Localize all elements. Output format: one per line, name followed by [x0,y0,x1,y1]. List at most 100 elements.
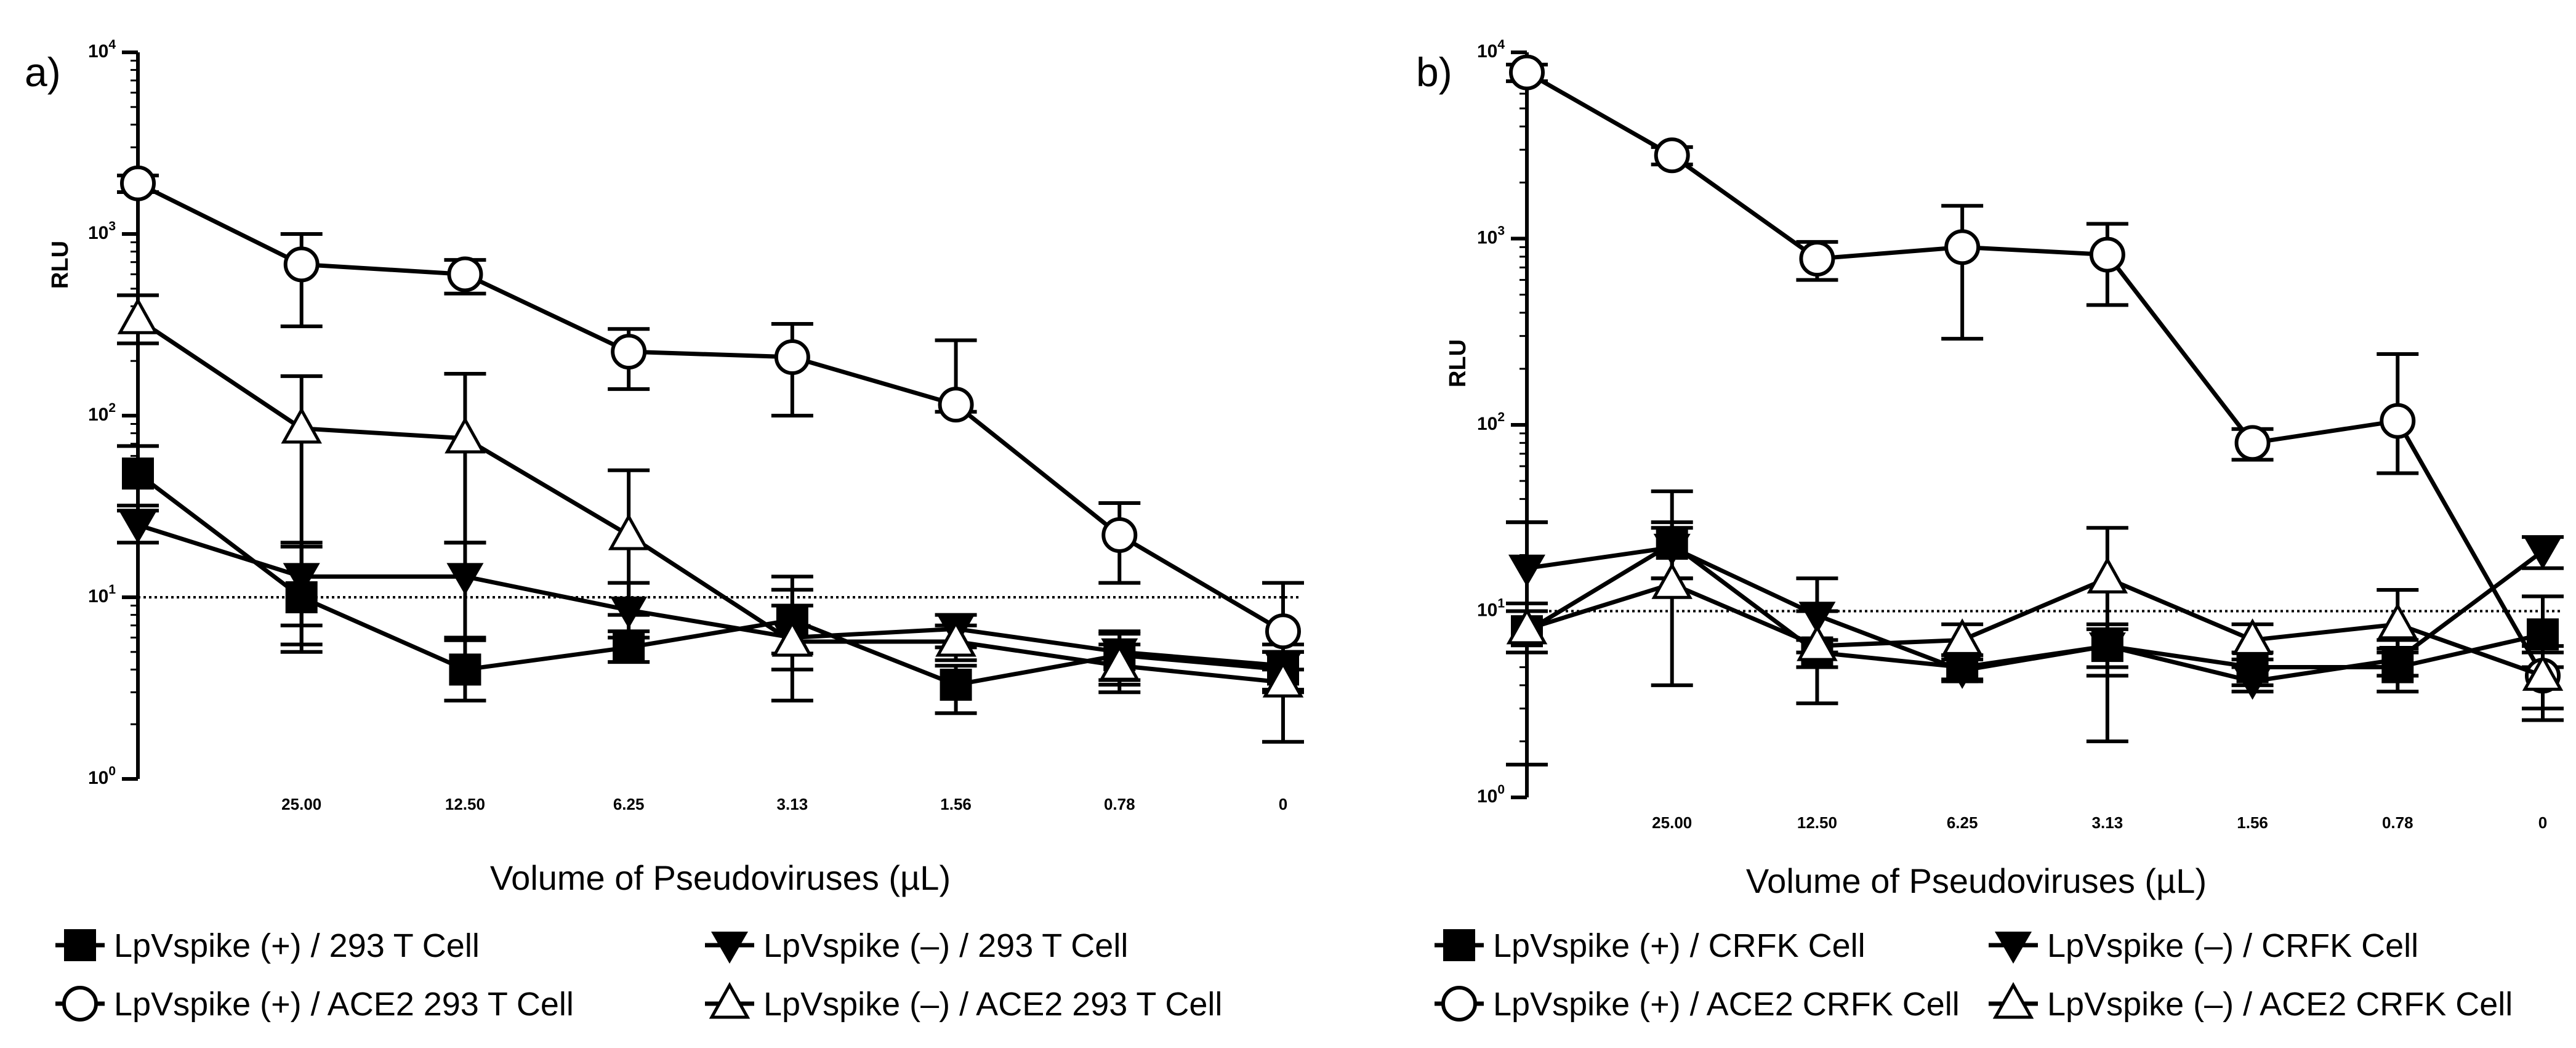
data-point [608,513,650,550]
x-tick-label: 1.56 [940,795,972,813]
x-tick-label: 12.50 [445,795,485,813]
legend-item: LpVspike (–) / ACE2 CRFK Cell [1989,981,2513,1023]
x-tick-label: 12.50 [1797,813,1837,832]
data-point [1654,137,1690,174]
x-axis-label: Volume of Pseudoviruses (µL) [1746,861,2207,900]
x-tick-label: 25.00 [1652,813,1692,832]
data-point [1797,624,1838,661]
series-b-0 [1506,520,2564,767]
data-point [447,256,483,292]
data-point [445,416,486,454]
x-tick-label: 1.56 [2237,813,2268,832]
legend-label: LpVspike (+) / ACE2 293 T Cell [114,986,574,1023]
legend-marker [709,981,751,1019]
y-tick-label: 100 [1477,783,1505,807]
series-b-3 [1506,526,2564,743]
y-tick-label: 103 [1477,224,1505,248]
series-a-3 [117,293,1304,744]
legend-marker [1441,986,1477,1022]
legend-label: LpVspike (+) / 293 T Cell [114,927,480,964]
data-point [1799,241,1835,277]
y-axis-label: RLU [47,241,73,289]
series-a-2 [117,165,1304,672]
legend-b: LpVspike (+) / CRFK Cell LpVspike (–) / C… [1435,927,2513,1023]
data-point [2089,236,2125,273]
data-point [1651,562,1693,599]
data-point [1101,517,1138,553]
data-point [283,246,320,283]
x-tick-label: 0 [2538,813,2547,832]
x-tick-label: 0 [1279,795,1287,813]
legend-marker [1992,981,2034,1019]
x-tick-label: 3.13 [777,795,808,813]
legend-marker [1443,929,1475,961]
legend-item: LpVspike (–) / CRFK Cell [1989,927,2418,964]
legend-marker [711,932,748,964]
legend-label: LpVspike (+) / CRFK Cell [1493,927,1866,964]
panel-label: b) [1416,49,1452,95]
data-point [940,669,972,701]
series-line [137,181,1284,634]
y-tick-label: 101 [1477,597,1505,621]
data-point [2087,557,2128,594]
y-tick-label: 104 [1477,38,1505,62]
legend-item: LpVspike (+) / ACE2 CRFK Cell [1435,986,1960,1023]
legend-item: LpVspike (+) / CRFK Cell [1435,927,1866,964]
y-tick-label: 104 [88,38,116,62]
data-point [1508,554,1545,587]
data-point [2380,403,2416,439]
legend-label: LpVspike (–) / CRFK Cell [2047,927,2418,964]
legend-marker [62,986,98,1022]
data-point [2234,667,2271,700]
data-point [1099,644,1140,681]
legend-marker [1995,932,2032,964]
legend-a: LpVspike (+) / 293 T Cell LpVspike (–) / … [55,927,1222,1023]
data-point [1506,607,1548,645]
data-point [2232,618,2273,655]
y-tick-label: 100 [88,764,116,788]
series-line [137,317,1284,685]
data-point [935,619,976,657]
series-line [1526,576,2544,678]
x-tick-label: 0.78 [2382,813,2413,832]
data-point [611,334,647,370]
data-point [1944,656,1981,689]
x-axis-label: Volume of Pseudoviruses (µL) [490,858,951,897]
data-point [2522,654,2564,691]
x-tick-label: 0.78 [1104,795,1135,813]
data-point [117,297,159,334]
data-point [774,339,810,375]
legend-item: LpVspike (+) / ACE2 293 T Cell [55,986,574,1023]
data-point [449,653,481,686]
panel-label: a) [25,49,61,95]
data-point [1509,54,1545,91]
panel-b: b) 100 101 102 103 104 RLU 25.00 12.50 6.25 3.13 1.… [1416,38,2564,1023]
series-line [1526,70,2545,677]
data-point [119,511,156,544]
y-tick-label: 102 [1477,410,1505,434]
data-point [2377,602,2418,640]
data-point [1941,618,1983,655]
y-tick-label: 101 [88,582,116,607]
legend-item: LpVspike (+) / 293 T Cell [55,927,480,964]
y-tick-label: 103 [88,219,116,243]
legend-marker [64,929,96,961]
legend-label: LpVspike (–) / ACE2 293 T Cell [763,986,1222,1023]
legend-label: LpVspike (+) / ACE2 CRFK Cell [1493,986,1960,1023]
data-point [938,387,974,423]
x-tick-label: 6.25 [613,795,645,813]
legend-item: LpVspike (–) / 293 T Cell [705,927,1128,964]
data-point [1262,661,1304,698]
data-point [122,457,154,490]
x-tick-label: 6.25 [1947,813,1978,832]
panel-a: a) 100 101 102 103 104 RLU 25.00 12.50 6.25 3.13 1.… [25,38,1304,1023]
data-point [120,165,156,201]
data-point [1265,613,1301,650]
series-line [1526,545,2545,683]
x-tick-label: 25.00 [281,795,321,813]
data-point [2234,425,2271,461]
data-point [281,406,322,444]
data-point [1944,229,1981,265]
data-point [446,563,484,595]
